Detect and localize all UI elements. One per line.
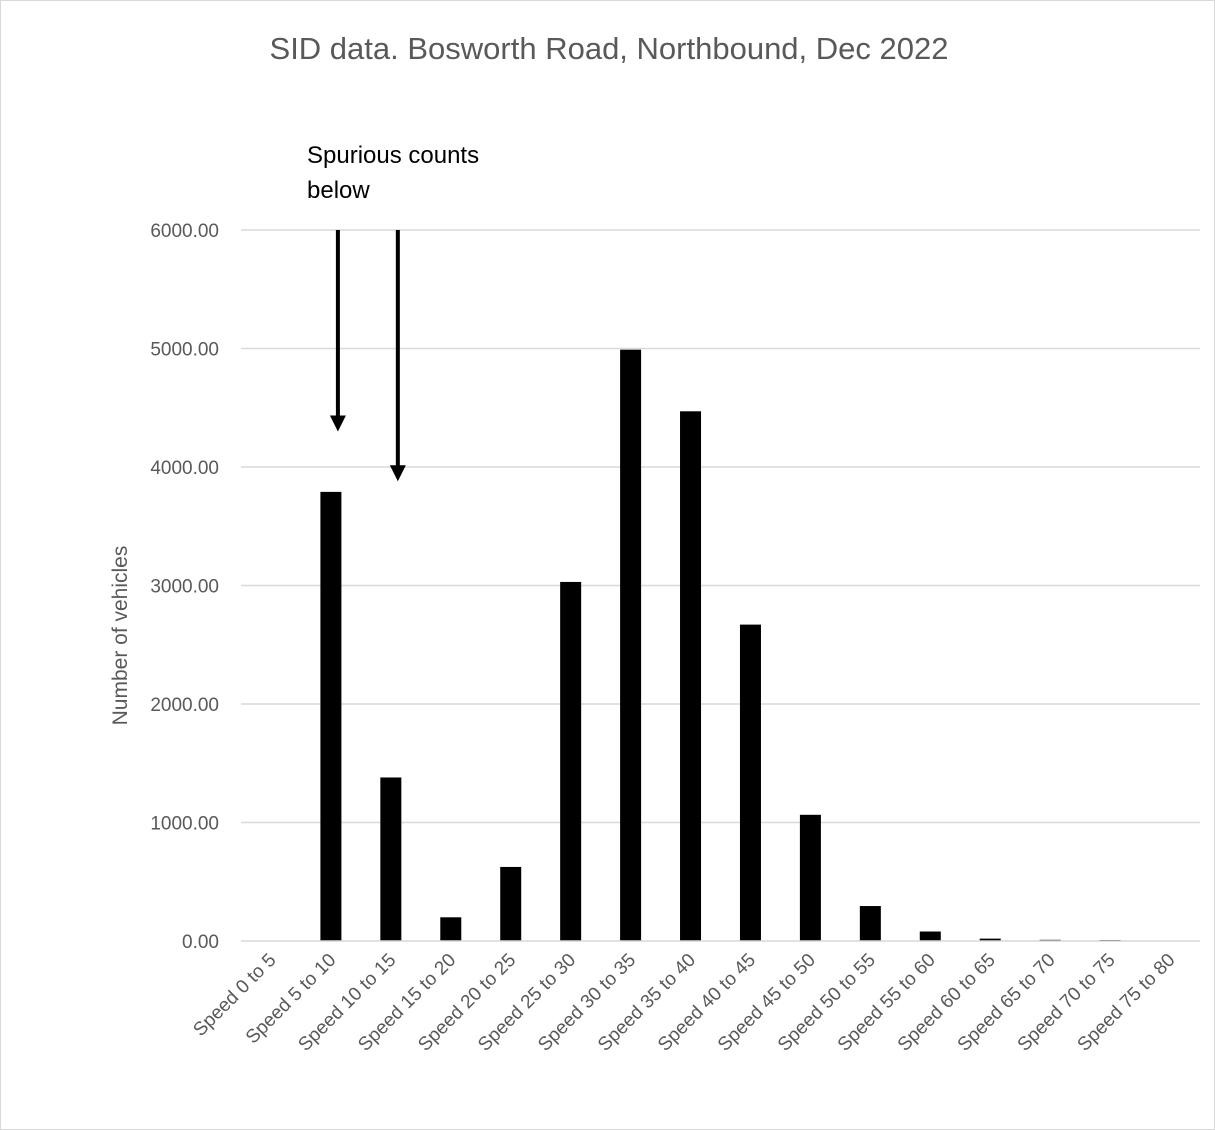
bar (919, 931, 941, 941)
bar (320, 491, 342, 941)
annotation-line-2: below (307, 177, 370, 204)
bar (380, 777, 402, 941)
bars (320, 349, 1121, 941)
bar (440, 917, 462, 941)
annotation-line-1: Spurious counts (307, 142, 479, 169)
y-tick-label: 5000.00 (150, 340, 219, 361)
bar (979, 938, 1001, 941)
bar (739, 624, 761, 941)
y-tick-label: 0.00 (182, 932, 219, 953)
bar (859, 906, 881, 941)
annotation-arrow-head (329, 415, 346, 432)
annotation-arrows (329, 230, 406, 482)
y-tick-label: 4000.00 (150, 458, 219, 479)
bar (500, 866, 522, 941)
chart-title: SID data. Bosworth Road, Northbound, Dec… (270, 31, 949, 66)
annotation: Spurious counts below (307, 142, 486, 482)
gridlines (241, 229, 1200, 824)
annotation-text: Spurious counts below (307, 142, 486, 204)
bar (680, 411, 702, 941)
y-tick-label: 2000.00 (150, 695, 219, 716)
y-axis-ticks: 0.00 1000.00 2000.00 3000.00 4000.00 5000.00 6… (150, 221, 219, 953)
annotation-arrow-head (389, 465, 406, 482)
y-tick-label: 1000.00 (150, 814, 219, 835)
y-tick-label: 6000.00 (150, 221, 219, 242)
bar (620, 349, 642, 941)
bar (560, 581, 582, 941)
y-axis-title: Number of vehicles (109, 546, 132, 726)
y-tick-label: 3000.00 (150, 577, 219, 598)
bar (799, 814, 821, 941)
